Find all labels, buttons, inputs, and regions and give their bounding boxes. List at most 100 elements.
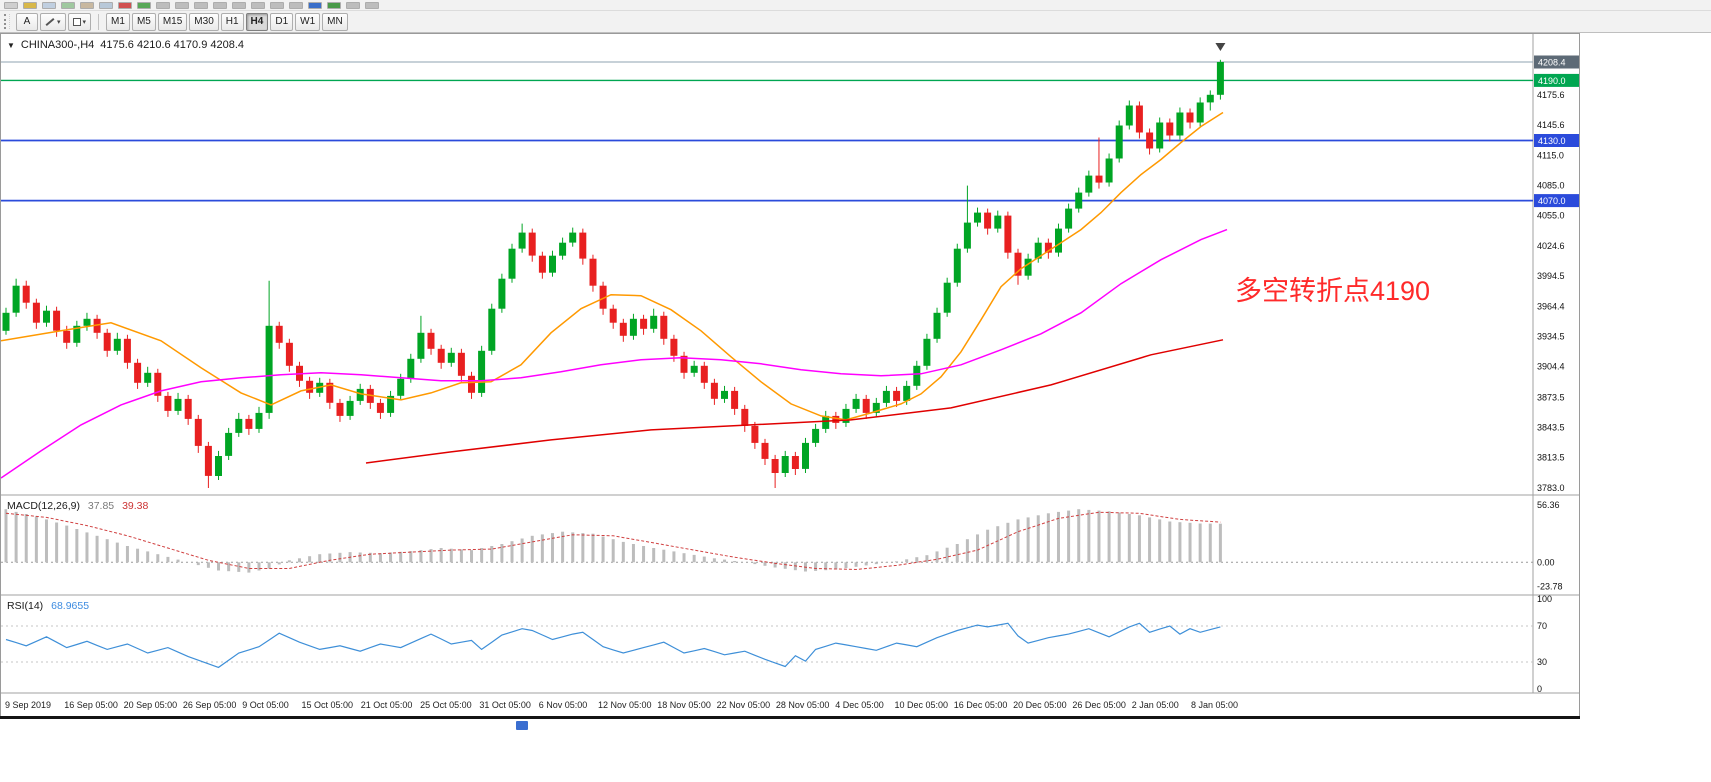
svg-text:4145.6: 4145.6 — [1537, 120, 1565, 130]
toolbar-separator — [98, 13, 100, 30]
chart-symbol-info: ▼ CHINA300-,H4 4175.6 4210.6 4170.9 4208… — [7, 39, 245, 51]
svg-text:9 Sep 2019: 9 Sep 2019 — [5, 700, 51, 710]
svg-text:3873.5: 3873.5 — [1537, 392, 1565, 402]
profiles-icon[interactable] — [42, 2, 56, 9]
cursor-icon[interactable] — [251, 2, 265, 9]
svg-text:3783.0: 3783.0 — [1537, 483, 1565, 493]
fibonacci-icon[interactable] — [346, 2, 360, 9]
ma-orange — [1, 111, 1224, 421]
chart-expand-icon[interactable]: ▼ — [7, 40, 15, 50]
chart-symbol: CHINA300-,H4 — [20, 39, 95, 51]
main-price-panel — [1, 43, 1533, 488]
timeframe-h1-button[interactable]: H1 — [220, 12, 244, 31]
timeframe-h4-button[interactable]: H4 — [245, 12, 269, 31]
new-chart-icon[interactable] — [23, 2, 37, 9]
svg-text:12 Nov 05:00: 12 Nov 05:00 — [598, 700, 652, 710]
caret-down-icon: ▾ — [82, 18, 87, 26]
svg-text:15 Oct 05:00: 15 Oct 05:00 — [302, 700, 354, 710]
hline-icon[interactable] — [308, 2, 322, 9]
chart-shift-marker — [1215, 43, 1226, 51]
svg-text:22 Nov 05:00: 22 Nov 05:00 — [717, 700, 771, 710]
svg-text:-23.78: -23.78 — [1537, 582, 1563, 592]
trendline-tool-button[interactable]: ▾ — [40, 12, 66, 31]
menu-grid-icon[interactable] — [4, 2, 18, 9]
chart-ohlc: 4175.6 4210.6 4170.9 4208.4 — [100, 39, 245, 51]
svg-text:20 Dec 05:00: 20 Dec 05:00 — [1013, 700, 1067, 710]
svg-text:4070.0: 4070.0 — [1538, 196, 1566, 206]
svg-text:25 Oct 05:00: 25 Oct 05:00 — [420, 700, 472, 710]
svg-text:28 Nov 05:00: 28 Nov 05:00 — [776, 700, 830, 710]
chart-annotation: 多空转折点4190 — [1235, 276, 1431, 306]
rsi-line — [5, 622, 1221, 669]
timeframe-m5-button[interactable]: M5 — [131, 12, 156, 31]
svg-text:0: 0 — [1537, 684, 1542, 694]
axis-layer: 4208.4 4190.0 4130.0 4070.0 4175.6 4145.6 4115… — [1, 34, 1579, 710]
bottom-divider — [0, 716, 1580, 719]
macd-value-main: 37.85 — [87, 500, 115, 512]
zoom-out-icon[interactable] — [194, 2, 208, 9]
indicators-icon[interactable] — [213, 2, 227, 9]
rsi-panel — [1, 622, 1533, 669]
terminal-icon[interactable] — [99, 2, 113, 9]
macd-value-signal: 39.38 — [122, 500, 149, 512]
svg-text:4115.0: 4115.0 — [1537, 151, 1564, 161]
trendline-icon[interactable] — [327, 2, 341, 9]
svg-text:26 Dec 05:00: 26 Dec 05:00 — [1072, 700, 1126, 710]
timeframe-d1-button[interactable]: D1 — [270, 12, 294, 31]
vline-icon[interactable] — [289, 2, 303, 9]
chart-candles-icon[interactable] — [156, 2, 170, 9]
svg-text:10 Dec 05:00: 10 Dec 05:00 — [895, 700, 949, 710]
svg-text:3934.5: 3934.5 — [1537, 331, 1565, 341]
toolbar-top — [0, 0, 1711, 11]
ma-magenta — [1, 228, 1228, 479]
timeframe-mn-button[interactable]: MN — [322, 12, 348, 31]
svg-text:8 Jan 05:00: 8 Jan 05:00 — [1191, 700, 1238, 710]
svg-text:18 Nov 05:00: 18 Nov 05:00 — [657, 700, 711, 710]
macd-label: MACD(12,26,9) 37.85 39.38 — [7, 500, 149, 512]
svg-text:100: 100 — [1537, 594, 1552, 604]
autotrading-icon[interactable] — [137, 2, 151, 9]
svg-text:4 Dec 05:00: 4 Dec 05:00 — [835, 700, 884, 710]
new-order-icon[interactable] — [118, 2, 132, 9]
svg-text:20 Sep 05:00: 20 Sep 05:00 — [124, 700, 178, 710]
macd-name: MACD(12,26,9) — [7, 500, 80, 512]
toolbar-grip[interactable] — [4, 14, 10, 29]
navigator-icon[interactable] — [80, 2, 94, 9]
svg-text:4055.0: 4055.0 — [1537, 211, 1565, 221]
chart-window[interactable]: 4208.4 4190.0 4130.0 4070.0 4175.6 4145.6 4115… — [0, 33, 1580, 718]
market-watch-icon[interactable] — [61, 2, 75, 9]
svg-text:2 Jan 05:00: 2 Jan 05:00 — [1132, 700, 1179, 710]
zoom-in-icon[interactable] — [175, 2, 189, 9]
timeframe-w1-button[interactable]: W1 — [295, 12, 321, 31]
rsi-name: RSI(14) — [7, 600, 44, 612]
svg-text:4085.0: 4085.0 — [1537, 181, 1565, 191]
svg-text:70: 70 — [1537, 621, 1547, 631]
caret-down-icon: ▾ — [57, 18, 61, 26]
ma-red — [365, 339, 1224, 464]
svg-text:30: 30 — [1537, 657, 1547, 667]
text-tool-label: A — [23, 16, 31, 27]
timeframe-m30-button[interactable]: M30 — [189, 12, 219, 31]
svg-text:0.00: 0.00 — [1537, 557, 1555, 567]
timeframe-m1-button[interactable]: M1 — [106, 12, 130, 31]
svg-text:31 Oct 05:00: 31 Oct 05:00 — [479, 700, 531, 710]
rsi-value: 68.9655 — [51, 600, 90, 612]
svg-text:6 Nov 05:00: 6 Nov 05:00 — [539, 700, 588, 710]
arrows-icon[interactable] — [365, 2, 379, 9]
crosshair-icon[interactable] — [270, 2, 284, 9]
shapes-tool-button[interactable]: ▾ — [67, 12, 92, 31]
taskbar-app-icon[interactable] — [516, 721, 528, 730]
svg-text:4175.6: 4175.6 — [1537, 90, 1565, 100]
svg-text:56.36: 56.36 — [1537, 500, 1560, 510]
toolbar-main: A ▾ ▾ M1 M5 M15 M30 H1 H4 D1 W1 MN — [0, 11, 1711, 33]
timeframe-m15-button[interactable]: M15 — [157, 12, 188, 31]
shapes-icon — [72, 17, 81, 26]
svg-text:26 Sep 05:00: 26 Sep 05:00 — [183, 700, 237, 710]
svg-text:16 Dec 05:00: 16 Dec 05:00 — [954, 700, 1008, 710]
svg-text:4208.4: 4208.4 — [1538, 58, 1566, 68]
chart-canvas[interactable]: 4208.4 4190.0 4130.0 4070.0 4175.6 4145.6 4115… — [1, 34, 1580, 718]
trendline-icon — [45, 17, 55, 26]
templates-icon[interactable] — [232, 2, 246, 9]
text-tool-button[interactable]: A — [16, 12, 38, 31]
